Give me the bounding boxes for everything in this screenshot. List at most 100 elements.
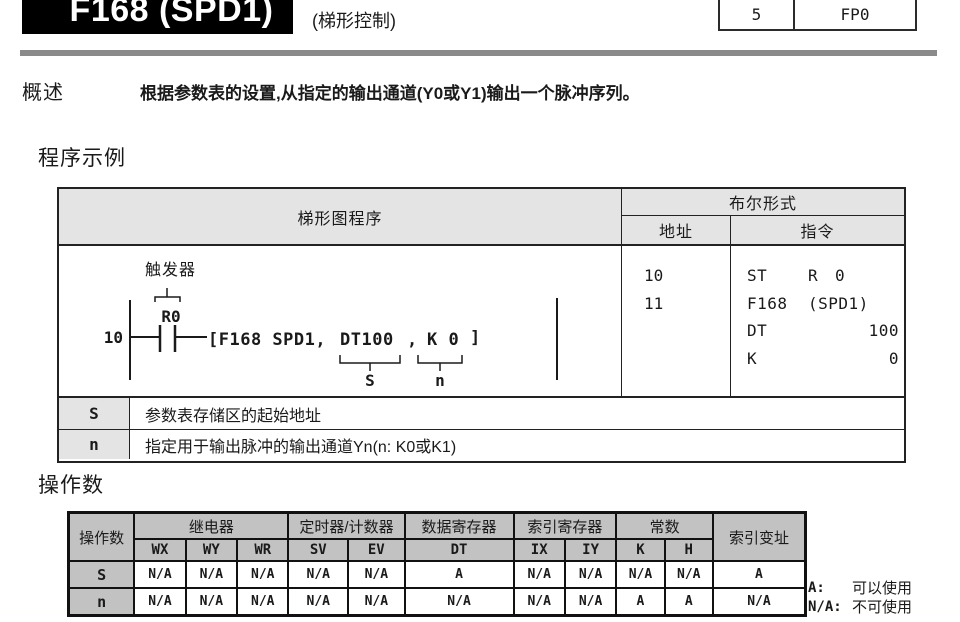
- col-header-wx: WX: [133, 538, 187, 562]
- index-modifier-header: 索引变址: [711, 511, 807, 562]
- index-register-group-header: 索引寄存器: [512, 511, 618, 540]
- operands-table: 操作数 继电器 定时器/计数器 数据寄存器 索引寄存器 常数 索引变址 WX W…: [67, 511, 807, 617]
- legend-row-not-available: N/A: 不可使用: [808, 598, 912, 617]
- instruction-column: ST R 0 F168 (SPD1) DT 100 K 0: [747, 246, 904, 396]
- instruction-line: DT 100: [747, 317, 904, 345]
- address-header-cell: 地址: [658, 224, 693, 241]
- cell-value: A: [663, 587, 714, 617]
- cell-value: A: [403, 560, 515, 589]
- col-header-ev: EV: [347, 538, 406, 562]
- cell-value: A: [615, 587, 666, 617]
- constant-group-header: 常数: [615, 511, 714, 540]
- col-header-k: K: [615, 538, 666, 562]
- cell-value: N/A: [347, 560, 406, 589]
- cell-value: N/A: [563, 560, 618, 589]
- operand-n-text: K 0: [427, 330, 459, 350]
- operand: 0: [888, 348, 899, 368]
- model-cell: FP0: [840, 5, 870, 24]
- s-pointer-label: S: [365, 371, 375, 390]
- cell-value: N/A: [133, 560, 187, 589]
- operand-n-row-description: 指定用于输出脉冲的输出通道Yn(n: K0或K1): [145, 438, 457, 456]
- bool-header-cell: 布尔形式: [728, 196, 797, 213]
- cell-value: N/A: [184, 587, 239, 617]
- title-banner: F168 (SPD1): [22, 0, 293, 34]
- cell-value: N/A: [133, 587, 187, 617]
- legend-row-available: A: 可以使用: [808, 579, 912, 598]
- table-header-band: [59, 189, 904, 244]
- address-column: 10 11: [622, 246, 730, 396]
- mnemonic: F168: [747, 293, 788, 313]
- row-label-n: n: [67, 587, 136, 617]
- operand: (SPD1): [808, 293, 869, 313]
- cell-value: N/A: [236, 560, 290, 589]
- legend-text: 可以使用: [852, 580, 913, 597]
- timer-counter-group-header: 定时器/计数器: [287, 511, 406, 540]
- cell-value: N/A: [512, 560, 566, 589]
- program-example-heading: 程序示例: [38, 147, 126, 170]
- table-border: [59, 244, 904, 246]
- table-row: S N/A N/A N/A N/A N/A A N/A N/A N/A N/A …: [67, 560, 807, 589]
- col-header-wy: WY: [184, 538, 239, 562]
- col-header-h: H: [663, 538, 714, 562]
- address-value: 10: [644, 266, 664, 285]
- cell-value: N/A: [287, 587, 350, 617]
- contact-label: R0: [161, 307, 180, 326]
- cell-value: N/A: [184, 560, 239, 589]
- operand-n-brace: [417, 355, 463, 371]
- cell-value: N/A: [563, 587, 618, 617]
- operand-n-row-label: n: [59, 430, 129, 459]
- data-register-group-header: 数据寄存器: [403, 511, 515, 540]
- cell-value: N/A: [711, 587, 807, 617]
- col-header-sv: SV: [287, 538, 350, 562]
- steps-model-table: 5 FP0: [718, 0, 917, 31]
- close-bracket-text: ]: [470, 328, 480, 348]
- legend-key: N/A:: [808, 599, 842, 615]
- n-pointer-label: n: [435, 371, 445, 390]
- cell-value: N/A: [236, 587, 290, 617]
- table-border: [129, 398, 130, 459]
- mnemonic: K: [747, 348, 758, 368]
- instruction-line: ST R 0: [747, 262, 904, 290]
- cell-value: N/A: [512, 587, 566, 617]
- col-header-wr: WR: [236, 538, 290, 562]
- address-value: 11: [644, 293, 664, 313]
- steps-cell: 5: [720, 0, 795, 29]
- table-border: [730, 216, 731, 396]
- operand: 0: [835, 266, 846, 285]
- operand: R: [808, 266, 819, 285]
- mnemonic: DT: [747, 321, 768, 340]
- instruction-text-prefix: [F168 SPD1,: [208, 330, 326, 350]
- col-header-dt: DT: [403, 538, 515, 562]
- comma-text: ,: [407, 330, 417, 350]
- step-number: 10: [104, 328, 123, 347]
- trigger-label: 触发器: [145, 261, 196, 279]
- divider-rule: [20, 50, 937, 56]
- instruction-line: F168 (SPD1): [747, 290, 904, 318]
- instruction-title: F168 (SPD1): [69, 0, 274, 29]
- operand-s-text: DT100: [340, 330, 394, 350]
- instruction-subtitle: (梯形控制): [312, 11, 396, 31]
- legend-key: A:: [808, 580, 825, 596]
- instruction-line: K 0: [747, 345, 904, 373]
- table-border: [621, 189, 622, 396]
- table-border: [59, 429, 904, 430]
- contact-symbol: [158, 325, 177, 352]
- cell-value: N/A: [287, 560, 350, 589]
- legend-text: 不可使用: [852, 599, 913, 616]
- trigger-bracket: [154, 288, 181, 302]
- row-label-s: S: [67, 560, 136, 589]
- instruction-header-cell: 指令: [800, 224, 835, 241]
- cell-value: A: [711, 560, 807, 589]
- operand-s-row-label: S: [59, 398, 129, 429]
- program-example-table: 梯形图程序 布尔形式 地址 指令 触发器 R0 10 [F168 SPD1, D…: [57, 187, 906, 463]
- table-border: [621, 215, 904, 216]
- ladder-header-cell: 梯形图程序: [297, 210, 383, 228]
- relay-group-header: 继电器: [133, 511, 290, 540]
- col-header-ix: IX: [512, 538, 566, 562]
- operand-s-brace: [339, 355, 401, 371]
- cell-value: N/A: [615, 560, 666, 589]
- operand-corner-header: 操作数: [67, 511, 136, 562]
- cell-value: N/A: [347, 587, 406, 617]
- mnemonic: ST: [747, 266, 768, 285]
- col-header-iy: IY: [563, 538, 618, 562]
